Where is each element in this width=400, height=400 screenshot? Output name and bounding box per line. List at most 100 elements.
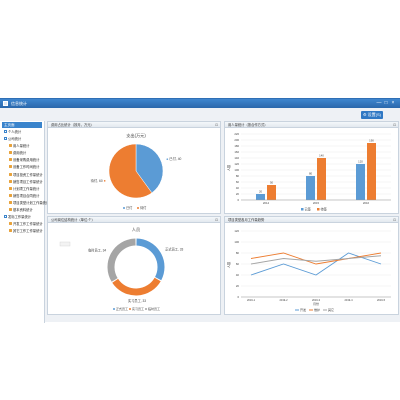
y-tick-label: 100 <box>234 168 239 172</box>
y-tick-label: 0 <box>237 295 239 299</box>
panel-title: 项目类型各月工作量趋势 ⊡ <box>225 217 398 223</box>
panel-expense-pie: 费用占比统计（按月，万元） ⊡ 支出(万元) 已付, 40 待付, 60 已付 待付 <box>47 121 221 214</box>
legend-swatch <box>145 308 147 310</box>
bar <box>256 194 265 200</box>
title-bar: 信息统计 — □ × <box>0 99 400 108</box>
y-tick-label: 120 <box>234 229 239 233</box>
y-tick-label: 20 <box>236 284 240 288</box>
panel-title: 公司岗位结构统计（单位:个） ⊡ <box>48 217 220 223</box>
app-window: 信息统计 — □ × ⚙设置(S) 主页面 个人统计 公司统计 用人量统计 费用统计设… <box>0 98 400 323</box>
sidebar-nav: 主页面 个人统计公司统计 用人量统计 费用统计设备采购费用统计 设备工作时间统计 项目投… <box>0 121 49 323</box>
sidebar-item-label: 销售项目合同统计 <box>13 193 40 198</box>
sidebar-item-label: 设备采购费用统计 <box>13 158 40 163</box>
sidebar-item-label: 个人统计 <box>8 130 22 134</box>
pie-label-dot <box>103 180 106 182</box>
panel-title: 费用占比统计（按月，万元） ⊡ <box>48 122 220 128</box>
sidebar-item[interactable]: 开发工作工作量统计 <box>0 221 44 228</box>
sidebar-item-label: 费用统计 <box>13 151 27 156</box>
pie-slice-label: 待付, 60 <box>91 178 103 183</box>
y-tick-label: 220 <box>234 132 239 136</box>
legend-label: 待付 <box>140 205 147 210</box>
bar <box>306 176 315 200</box>
app-icon <box>3 101 8 106</box>
sidebar-item-home[interactable]: 主页面 <box>2 122 42 128</box>
document-icon <box>9 179 12 183</box>
maximize-button[interactable]: □ <box>384 100 388 106</box>
sidebar-item[interactable]: 其它工作工作量统计 <box>0 228 44 235</box>
bar-value-label: 140 <box>319 154 324 158</box>
donut-slice-label: 临时员工, 34 <box>88 248 106 253</box>
legend-swatch <box>317 208 320 211</box>
x-axis-label: 月份 <box>313 301 319 306</box>
folder-icon <box>4 215 7 219</box>
sidebar-item-label: 公司统计 <box>8 137 22 142</box>
sidebar-item[interactable]: 个人统计 <box>0 129 44 136</box>
y-tick-label: 200 <box>234 138 239 142</box>
sidebar-item[interactable]: 项目类型计划工作量统计 <box>0 200 49 207</box>
settings-label: 设置(S) <box>367 112 381 117</box>
sidebar-item-label: 基本资料统计 <box>13 208 33 213</box>
donut-slice <box>112 277 161 296</box>
sidebar-item[interactable]: 计划项工作量统计 <box>0 186 44 193</box>
panel-title-text: 费用占比统计（按月，万元） <box>51 123 94 127</box>
panel-maximize-icon[interactable]: ⊡ <box>393 123 396 127</box>
y-tick-label: 180 <box>234 144 239 148</box>
sidebar-item[interactable]: 公司统计 <box>0 136 44 143</box>
settings-button[interactable]: ⚙设置(S) <box>361 111 383 119</box>
pie-slice <box>135 143 164 194</box>
bar-value-label: 80 <box>309 172 313 176</box>
panel-maximize-icon[interactable]: ⊡ <box>393 218 396 222</box>
window-title: 信息统计 <box>11 101 27 106</box>
document-icon <box>9 151 12 155</box>
document-icon <box>9 193 12 197</box>
minimize-button[interactable]: — <box>376 100 382 106</box>
sidebar-item[interactable]: 费用统计 <box>0 150 44 157</box>
line-chart: 0 20 40 60 80 100 120 人数 2019-1 2019-2 2019-3 2019-… <box>226 229 391 312</box>
pie-slice <box>108 143 153 199</box>
document-icon <box>9 208 12 212</box>
y-tick-label: 140 <box>234 156 239 160</box>
sidebar-item-label: 计划项工作量统计 <box>13 186 40 191</box>
document-icon <box>9 172 12 176</box>
sidebar-item[interactable]: 项目投资工作量统计 <box>0 172 44 179</box>
legend-label: 实习员工 <box>132 306 144 311</box>
panel-maximize-icon[interactable]: ⊡ <box>215 218 218 222</box>
y-tick-label: 60 <box>236 180 240 184</box>
sidebar-item[interactable]: 发标工作量统计 <box>0 214 44 221</box>
legend-label: 开发 <box>300 307 306 312</box>
legend-label: 已签 <box>305 206 312 211</box>
x-tick-label: 2014 <box>263 201 270 205</box>
sidebar-item[interactable]: 用人量统计 <box>0 143 44 150</box>
sidebar-item[interactable]: 基本资料统计 <box>0 207 44 214</box>
sidebar-item[interactable]: 销售项目合同统计 <box>0 193 44 200</box>
sidebar-item-label: 开发工作工作量统计 <box>13 222 43 227</box>
panel-title-text: 项目类型各月工作量趋势 <box>228 218 265 222</box>
y-axis-label: 人数 <box>226 261 231 268</box>
pie-title: 支出(万元) <box>126 132 146 139</box>
donut-slice <box>107 238 136 282</box>
y-tick-label: 80 <box>236 251 240 255</box>
sidebar-item[interactable]: 设备工作时间统计 <box>0 164 44 171</box>
y-tick-label: 80 <box>236 174 240 178</box>
legend-label: 其它 <box>328 307 334 312</box>
close-button[interactable]: × <box>391 100 395 106</box>
y-tick-label: 120 <box>234 162 239 166</box>
y-tick-label: 40 <box>236 273 240 277</box>
x-tick-label: 2015 <box>313 201 320 205</box>
document-icon <box>9 165 12 169</box>
folder-icon <box>4 137 7 141</box>
donut-title: 人员 <box>132 227 140 233</box>
bar-value-label: 120 <box>358 160 363 164</box>
sidebar-item[interactable]: 设备采购费用统计 <box>0 157 44 164</box>
y-tick-label: 100 <box>234 240 239 244</box>
document-icon <box>9 158 12 162</box>
legend-swatch <box>123 207 125 209</box>
document-icon <box>9 144 12 148</box>
y-tick-label: 0 <box>237 198 239 202</box>
bar-value-label: 50 <box>270 181 274 185</box>
gear-icon: ⚙ <box>363 112 367 117</box>
y-tick-label: 20 <box>236 192 240 196</box>
panel-title-text: 用人量统计（按合作方式） <box>228 123 268 127</box>
sidebar-item[interactable]: 销售项目工作量统计 <box>0 179 44 186</box>
panel-maximize-icon[interactable]: ⊡ <box>215 123 218 127</box>
